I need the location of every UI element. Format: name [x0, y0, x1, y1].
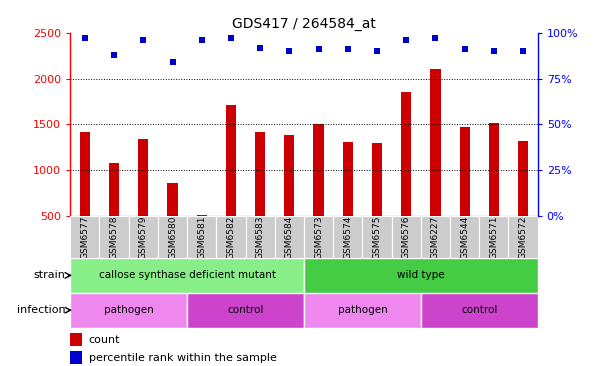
Point	[167, 59, 177, 65]
Point	[197, 37, 207, 43]
Bar	[284, 135, 295, 216]
Point	[313, 46, 323, 52]
Text: wild type: wild type	[397, 270, 445, 280]
Text: GSM6583: GSM6583	[255, 215, 265, 259]
Bar	[109, 163, 119, 216]
Text: GSM6574: GSM6574	[343, 215, 353, 259]
Text: GSM6581: GSM6581	[197, 215, 207, 259]
Text: control: control	[461, 305, 497, 315]
Bar	[304, 258, 538, 293]
Text: GSM6576: GSM6576	[401, 215, 411, 259]
Bar	[421, 293, 538, 328]
Bar	[401, 92, 411, 216]
Bar	[362, 216, 392, 258]
Bar	[246, 216, 275, 258]
Text: GSM6573: GSM6573	[314, 215, 323, 259]
Point	[255, 45, 265, 51]
Point	[518, 48, 528, 54]
Point	[401, 37, 411, 43]
Text: GSM6575: GSM6575	[373, 215, 381, 259]
Bar	[372, 143, 382, 216]
Bar	[70, 216, 100, 258]
Point	[431, 36, 441, 41]
Bar	[343, 142, 353, 216]
Point	[343, 46, 353, 52]
Bar	[313, 124, 324, 216]
Text: GSM6544: GSM6544	[460, 215, 469, 259]
Bar	[70, 258, 304, 293]
Bar	[459, 127, 470, 216]
Bar	[100, 216, 129, 258]
Text: GSM6582: GSM6582	[227, 215, 235, 259]
Bar	[392, 216, 421, 258]
Bar	[70, 293, 187, 328]
Text: pathogen: pathogen	[104, 305, 153, 315]
Point	[285, 48, 295, 54]
Bar	[80, 132, 90, 216]
Point	[459, 46, 469, 52]
Bar	[167, 183, 178, 216]
Text: callose synthase deficient mutant: callose synthase deficient mutant	[98, 270, 276, 280]
Text: percentile rank within the sample: percentile rank within the sample	[89, 353, 276, 363]
Point	[226, 36, 236, 41]
Bar	[421, 216, 450, 258]
Bar	[508, 216, 538, 258]
Text: GSM6580: GSM6580	[168, 215, 177, 259]
Bar	[187, 216, 216, 258]
Text: GSM6577: GSM6577	[81, 215, 89, 259]
Bar	[70, 333, 82, 346]
Point	[109, 52, 119, 58]
Text: control: control	[227, 305, 264, 315]
Text: GSM6572: GSM6572	[519, 215, 527, 259]
Bar	[216, 216, 246, 258]
Bar	[158, 216, 187, 258]
Bar	[333, 216, 362, 258]
Point	[80, 36, 90, 41]
Bar	[450, 216, 479, 258]
Text: GSM6227: GSM6227	[431, 215, 440, 259]
Bar	[489, 123, 499, 216]
Text: GSM6579: GSM6579	[139, 215, 148, 259]
Bar	[226, 105, 236, 216]
Bar	[479, 216, 508, 258]
Bar	[304, 293, 421, 328]
Bar	[518, 141, 528, 216]
Text: GSM6584: GSM6584	[285, 215, 294, 259]
Bar	[138, 139, 148, 216]
Text: strain: strain	[34, 270, 65, 280]
Bar	[255, 132, 265, 216]
Bar	[129, 216, 158, 258]
Text: count: count	[89, 335, 120, 345]
Bar	[304, 216, 333, 258]
Title: GDS417 / 264584_at: GDS417 / 264584_at	[232, 16, 376, 30]
Bar	[70, 351, 82, 364]
Bar	[275, 216, 304, 258]
Bar	[430, 69, 441, 216]
Text: GSM6578: GSM6578	[109, 215, 119, 259]
Text: pathogen: pathogen	[337, 305, 387, 315]
Bar	[197, 215, 207, 216]
Point	[139, 37, 148, 43]
Text: infection: infection	[17, 305, 65, 315]
Text: GSM6571: GSM6571	[489, 215, 499, 259]
Point	[372, 48, 382, 54]
Point	[489, 48, 499, 54]
Bar	[187, 293, 304, 328]
